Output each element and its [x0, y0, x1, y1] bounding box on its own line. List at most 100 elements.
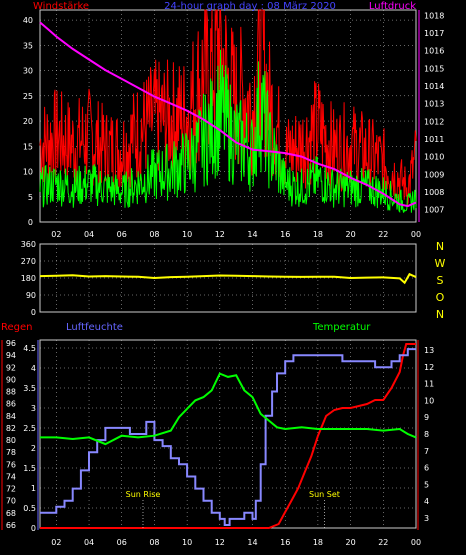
wind-x-tick: 06 — [117, 230, 127, 239]
pressure-y-tick: 1016 — [424, 47, 444, 56]
wind-y-tick: 15 — [23, 142, 33, 151]
rain-y-tick: 4 — [31, 364, 36, 373]
rain-y-ticks: 0 0.5 1 1.5 2 2.5 3 3.5 4 4.5 — [23, 344, 36, 533]
temperature-y-tick: 9 — [424, 413, 429, 422]
humidity-series — [40, 348, 416, 526]
pressure-series — [39, 21, 417, 208]
pressure-y-ticks: 1007 1008 1009 1010 1011 1012 1013 1014 1015 1016… — [418, 10, 444, 222]
rain-y-tick: 3.5 — [23, 384, 36, 393]
humidity-y-tick: 96 — [6, 339, 16, 348]
compass-label: N — [436, 308, 444, 321]
temperature-y-tick: 5 — [424, 480, 429, 489]
rht-x-tick: 00 — [411, 538, 421, 547]
rht-x-tick: 06 — [117, 538, 127, 547]
temperature-y-tick: 11 — [424, 380, 434, 389]
humidity-y-tick: 88 — [6, 388, 16, 397]
wind-y-tick: 5 — [28, 193, 33, 202]
rain-y-tick: 2 — [31, 444, 36, 453]
rht-x-tick: 12 — [215, 538, 225, 547]
sun-marker-label: Sun Rise — [126, 490, 161, 499]
pressure-label: Luftdruck — [369, 1, 416, 12]
temperature-y-ticks: 3 4 5 6 7 8 9 10 11 12 13 — [424, 346, 434, 523]
wind-mean-series — [39, 49, 417, 213]
wind-y-tick: 35 — [23, 41, 33, 50]
temperature-series — [40, 372, 417, 446]
rht-x-tick: 08 — [149, 538, 159, 547]
temperature-y-tick: 7 — [424, 447, 429, 456]
pressure-y-tick: 1010 — [424, 153, 444, 162]
pressure-y-tick: 1013 — [424, 100, 444, 109]
wind-x-tick: 08 — [149, 230, 159, 239]
humidity-label: Luftfeuchte — [66, 322, 123, 333]
sun-annotations: Sun Rise Sun Set — [126, 490, 340, 528]
wind-pressure-panel: 02 04 06 08 10 12 14 16 18 20 22 00 051015202530354… — [23, 1, 445, 239]
humidity-y-tick: 70 — [6, 497, 16, 506]
humidity-y-tick: 68 — [6, 509, 16, 518]
rht-x-tick: 18 — [313, 538, 323, 547]
direction-grid — [40, 243, 417, 313]
humidity-y-tick: 86 — [6, 400, 16, 409]
rht-x-tick: 14 — [247, 538, 257, 547]
humidity-y-ticks: 66 68 70 72 74 76 78 80 82 84 86 88 90 92 94 96 — [6, 339, 16, 530]
pressure-y-tick: 1014 — [424, 82, 444, 91]
pressure-y-tick: 1015 — [424, 64, 444, 73]
wind-y-tick: 25 — [23, 92, 33, 101]
wind-y-tick: 10 — [23, 168, 33, 177]
direction-series — [39, 272, 417, 285]
compass-label: W — [435, 257, 446, 270]
rht-x-tick: 20 — [346, 538, 356, 547]
pressure-y-tick: 1009 — [424, 170, 444, 179]
wind-x-ticks: 02 04 06 08 10 12 14 16 18 20 22 00 — [51, 230, 421, 239]
humidity-y-tick: 76 — [6, 460, 16, 469]
compass-label: S — [437, 274, 444, 287]
rain-humidity-temperature-panel: Sun Rise Sun Set 02 04 06 08 10 12 14 16 18 20 22 00… — [1, 322, 434, 547]
rht-grid — [40, 340, 417, 529]
rain-y-tick: 4.5 — [23, 344, 36, 353]
wind-peak-series — [39, 9, 417, 206]
rht-x-tick: 22 — [378, 538, 388, 547]
rain-y-tick: 0 — [31, 524, 36, 533]
temperature-label: Temperatur — [312, 322, 371, 333]
wind-x-tick: 18 — [313, 230, 323, 239]
pressure-y-tick: 1018 — [424, 11, 444, 20]
wind-y-tick: 40 — [23, 16, 33, 25]
rain-y-tick: 1 — [31, 484, 36, 493]
rht-x-tick: 04 — [84, 538, 94, 547]
wind-x-tick: 12 — [215, 230, 225, 239]
temperature-y-tick: 8 — [424, 430, 429, 439]
humidity-y-tick: 74 — [6, 472, 16, 481]
direction-y-tick: 180 — [21, 274, 36, 283]
rain-y-tick: 3 — [31, 404, 36, 413]
temperature-y-tick: 13 — [424, 346, 434, 355]
rain-label: Regen — [1, 322, 33, 333]
humidity-y-tick: 66 — [6, 521, 16, 530]
pressure-y-tick: 1017 — [424, 29, 444, 38]
rht-x-tick: 10 — [182, 538, 192, 547]
wind-y-ticks: 0 5 10 15 20 25 30 35 40 — [23, 16, 33, 227]
rht-series — [40, 343, 417, 529]
chart-title: 24-hour graph day : 08 März 2020 — [164, 1, 336, 12]
direction-y-tick: 360 — [21, 240, 36, 249]
humidity-y-tick: 84 — [6, 412, 16, 421]
rain-y-tick: 1.5 — [23, 464, 36, 473]
wind-x-tick: 16 — [280, 230, 290, 239]
rain-y-tick: 2.5 — [23, 424, 36, 433]
temperature-y-tick: 3 — [424, 514, 429, 523]
rain-y-tick: 0.5 — [23, 504, 36, 513]
humidity-y-tick: 72 — [6, 485, 16, 494]
pressure-y-tick: 1011 — [424, 135, 444, 144]
rht-x-ticks: 02 04 06 08 10 12 14 16 18 20 22 00 — [51, 538, 421, 547]
wind-y-tick: 20 — [23, 117, 33, 126]
direction-y-tick: 0 — [31, 308, 36, 317]
wind-series — [39, 9, 417, 213]
direction-y-tick: 90 — [26, 291, 36, 300]
wind-x-tick: 14 — [247, 230, 257, 239]
direction-series — [39, 272, 417, 285]
humidity-y-tick: 80 — [6, 436, 16, 445]
humidity-y-tick: 78 — [6, 448, 16, 457]
wind-x-tick: 02 — [51, 230, 61, 239]
humidity-y-tick: 82 — [6, 424, 16, 433]
temperature-y-tick: 6 — [424, 464, 429, 473]
